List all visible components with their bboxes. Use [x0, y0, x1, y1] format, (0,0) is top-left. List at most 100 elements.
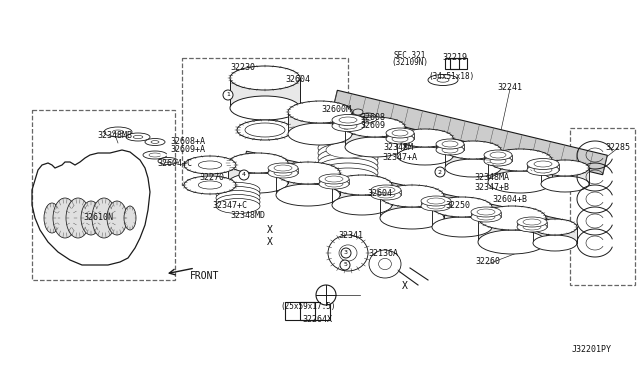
Ellipse shape	[340, 260, 350, 270]
Ellipse shape	[541, 160, 589, 176]
Ellipse shape	[380, 185, 444, 207]
Ellipse shape	[523, 219, 541, 225]
Ellipse shape	[332, 195, 392, 215]
Ellipse shape	[523, 224, 541, 230]
Text: 32604+C: 32604+C	[157, 158, 193, 167]
Ellipse shape	[318, 158, 378, 178]
Polygon shape	[380, 196, 444, 218]
Ellipse shape	[397, 147, 453, 165]
Ellipse shape	[490, 158, 506, 164]
Ellipse shape	[239, 170, 249, 180]
Ellipse shape	[471, 207, 501, 217]
Text: 32600M: 32600M	[321, 105, 351, 113]
Ellipse shape	[427, 198, 445, 204]
Ellipse shape	[517, 217, 547, 227]
Ellipse shape	[534, 161, 552, 167]
Ellipse shape	[145, 138, 165, 145]
Ellipse shape	[81, 201, 101, 235]
Ellipse shape	[151, 141, 159, 143]
Ellipse shape	[318, 148, 378, 168]
Ellipse shape	[230, 96, 300, 120]
Ellipse shape	[107, 201, 127, 235]
Ellipse shape	[371, 185, 401, 195]
Ellipse shape	[104, 127, 132, 137]
Text: 32260: 32260	[476, 257, 500, 266]
Ellipse shape	[442, 147, 458, 153]
Ellipse shape	[44, 203, 60, 233]
Ellipse shape	[326, 142, 370, 158]
Ellipse shape	[228, 153, 288, 173]
Ellipse shape	[380, 207, 444, 229]
Ellipse shape	[377, 192, 395, 198]
Ellipse shape	[268, 163, 298, 173]
Text: 32348M: 32348M	[383, 144, 413, 153]
Polygon shape	[397, 138, 453, 156]
Text: 32285: 32285	[605, 144, 630, 153]
Polygon shape	[488, 160, 552, 182]
Ellipse shape	[319, 174, 349, 184]
Text: SEC.321: SEC.321	[394, 51, 426, 60]
Ellipse shape	[325, 176, 343, 182]
Text: 32250: 32250	[445, 201, 470, 209]
Polygon shape	[276, 173, 340, 195]
Text: 32219: 32219	[442, 52, 467, 61]
Polygon shape	[228, 163, 288, 183]
Text: 1: 1	[226, 93, 230, 97]
Ellipse shape	[237, 120, 293, 140]
Ellipse shape	[490, 152, 506, 158]
Ellipse shape	[339, 117, 357, 123]
Ellipse shape	[397, 129, 453, 147]
Text: 32270: 32270	[200, 173, 225, 183]
Ellipse shape	[53, 198, 77, 238]
Polygon shape	[432, 207, 492, 227]
Bar	[285, 302, 330, 320]
Ellipse shape	[216, 190, 260, 205]
Ellipse shape	[533, 219, 577, 235]
Ellipse shape	[198, 181, 221, 189]
Ellipse shape	[223, 90, 233, 100]
Text: 32348MD: 32348MD	[230, 212, 266, 221]
Ellipse shape	[488, 171, 552, 193]
Ellipse shape	[328, 235, 368, 271]
Ellipse shape	[517, 222, 547, 232]
Ellipse shape	[436, 139, 464, 149]
Text: 32604: 32604	[367, 189, 392, 198]
Ellipse shape	[184, 156, 236, 174]
Ellipse shape	[288, 123, 352, 145]
Text: 32136A: 32136A	[368, 250, 398, 259]
Ellipse shape	[332, 115, 364, 125]
Ellipse shape	[432, 197, 492, 217]
Ellipse shape	[274, 170, 292, 176]
Text: (34x51x18): (34x51x18)	[429, 71, 475, 80]
Ellipse shape	[392, 130, 408, 136]
Ellipse shape	[198, 161, 221, 169]
Text: 32347+B: 32347+B	[474, 183, 509, 192]
Text: 32347+C: 32347+C	[212, 201, 248, 209]
Text: 5: 5	[343, 263, 347, 267]
Ellipse shape	[427, 203, 445, 209]
Polygon shape	[533, 227, 577, 243]
Polygon shape	[445, 150, 501, 168]
Ellipse shape	[428, 74, 458, 86]
Ellipse shape	[319, 179, 349, 189]
Ellipse shape	[432, 217, 492, 237]
Ellipse shape	[379, 259, 392, 270]
Ellipse shape	[230, 66, 300, 90]
Ellipse shape	[477, 214, 495, 220]
Ellipse shape	[124, 206, 136, 230]
Ellipse shape	[228, 173, 288, 193]
Ellipse shape	[274, 165, 292, 171]
Ellipse shape	[332, 121, 364, 131]
Ellipse shape	[276, 184, 340, 206]
Text: 32609+A: 32609+A	[170, 145, 205, 154]
Ellipse shape	[276, 162, 340, 184]
Text: 32608+A: 32608+A	[170, 138, 205, 147]
Bar	[445, 58, 467, 69]
Text: 32241: 32241	[497, 83, 522, 92]
Polygon shape	[332, 185, 392, 205]
Text: 32604+B: 32604+B	[493, 195, 527, 203]
Ellipse shape	[216, 183, 260, 198]
Text: 32264X: 32264X	[302, 315, 332, 324]
Ellipse shape	[318, 138, 378, 158]
Polygon shape	[288, 112, 352, 134]
